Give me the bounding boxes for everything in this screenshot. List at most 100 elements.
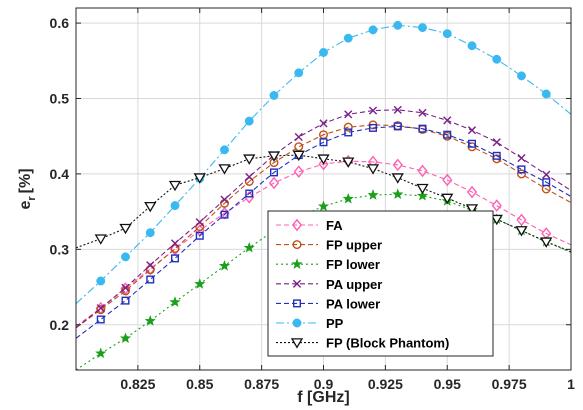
data-point-fp-lower: [392, 188, 404, 200]
x-tick-label: 1: [567, 376, 575, 392]
data-point-fa: [466, 185, 478, 199]
data-point-fa: [442, 173, 453, 187]
data-point-pa-lower: [517, 165, 526, 174]
data-point-fp-block-phantom: [441, 193, 454, 205]
legend-entry-fp-lower: FP lower: [276, 257, 380, 272]
data-point-pp: [220, 145, 229, 155]
data-point-pa-upper: [146, 261, 155, 270]
data-point-pp: [418, 23, 427, 33]
data-point-fp-upper: [96, 305, 106, 315]
data-point-pa-upper: [542, 170, 551, 179]
data-point-pa-lower: [170, 254, 179, 263]
legend-entry-pa-upper: PA upper: [276, 277, 382, 292]
legend-label: FP (Block Phantom): [326, 336, 449, 351]
data-point-fp-lower: [367, 189, 379, 200]
data-point-pp: [269, 91, 279, 100]
data-point-fp-upper: [294, 142, 304, 152]
data-point-fp-upper: [343, 122, 353, 132]
data-point-fp-block-phantom: [243, 154, 256, 165]
data-point-pa-lower: [220, 210, 229, 219]
legend-box: [267, 210, 494, 357]
data-point-fp-lower: [342, 192, 354, 204]
y-axis-label: er [%]: [17, 168, 38, 209]
data-point-pa-upper: [344, 110, 353, 119]
legend-label: PP: [326, 316, 344, 331]
data-point-pp: [492, 54, 502, 64]
legend-marker: [291, 218, 303, 232]
y-tick-label: 0.6: [50, 15, 70, 31]
data-point-pa-upper: [517, 153, 526, 163]
data-point-fp-block-phantom: [490, 214, 503, 226]
data-point-pp: [244, 116, 254, 126]
legend-marker: [291, 258, 303, 269]
data-point-pp: [393, 20, 403, 30]
data-point-fp-block-phantom: [416, 183, 429, 195]
data-point-fp-block-phantom: [119, 223, 132, 235]
data-point-fp-block-phantom: [193, 173, 206, 184]
data-point-pp: [145, 228, 155, 238]
data-point-fp-upper: [517, 169, 527, 179]
x-tick-label: 0.825: [120, 376, 155, 392]
data-point-fp-block-phantom: [515, 226, 528, 237]
legend-entry-pa-lower: PA lower: [276, 296, 380, 311]
data-point-fa: [120, 282, 131, 295]
data-point-pp: [442, 29, 452, 39]
legend-entry-fp-block-phantom: FP (Block Phantom): [276, 336, 449, 351]
data-point-pa-upper: [368, 106, 378, 115]
data-point-fp-lower: [169, 296, 181, 307]
data-point-pa-lower: [319, 138, 328, 147]
data-point-fa: [318, 157, 329, 171]
data-point-fp-block-phantom: [391, 173, 404, 184]
data-point-pa-lower: [96, 315, 105, 324]
data-point-pa-lower: [245, 189, 254, 198]
data-point-fp-block-phantom: [94, 234, 107, 245]
data-point-pa-upper: [393, 105, 402, 114]
legend-label: PA upper: [326, 277, 382, 292]
data-point-pa-upper: [170, 239, 180, 248]
data-point-pp: [170, 201, 180, 211]
y-tick-label: 0.4: [50, 166, 70, 182]
data-point-pa-lower: [369, 123, 378, 132]
y-tick-label: 0.3: [50, 241, 70, 257]
legend-entry-pp: PP: [276, 316, 344, 331]
data-point-pp: [121, 252, 130, 262]
x-tick-label: 0.975: [492, 376, 527, 392]
data-point-pa-lower: [492, 151, 501, 160]
data-point-pa-upper: [443, 116, 452, 125]
series-layer: [76, 20, 571, 370]
legend-marker: [293, 299, 302, 308]
legend-label: PA lower: [326, 296, 380, 311]
data-point-pp: [294, 68, 304, 78]
data-point-pa-lower: [542, 178, 551, 187]
data-point-fp-lower: [194, 278, 206, 289]
data-point-pa-upper: [294, 132, 303, 142]
data-point-fp-lower: [119, 332, 132, 344]
data-point-fp-block-phantom: [342, 157, 355, 168]
legend-marker: [292, 318, 302, 328]
data-point-fp-block-phantom: [292, 150, 305, 162]
data-point-pa-upper: [418, 108, 427, 117]
data-point-fp-lower: [95, 347, 107, 359]
data-point-pp: [96, 276, 106, 286]
data-point-fa: [392, 158, 403, 172]
data-point-fp-lower: [218, 260, 231, 271]
legend-marker: [292, 279, 302, 288]
data-point-fa: [268, 176, 280, 190]
data-point-pa-upper: [467, 126, 477, 135]
data-point-pa-upper: [319, 119, 328, 128]
data-point-pa-upper: [245, 172, 254, 182]
data-point-pa-lower: [418, 124, 427, 133]
data-point-fp-block-phantom: [540, 237, 553, 248]
data-point-fp-block-phantom: [465, 204, 479, 215]
data-point-fp-lower: [416, 189, 429, 201]
data-point-pp: [319, 48, 328, 57]
legend-entry-fp-upper: FP upper: [276, 238, 382, 253]
data-point-pa-upper: [96, 304, 105, 313]
data-point-pa-upper: [195, 218, 204, 227]
data-point-pp: [343, 33, 353, 43]
data-point-fp-block-phantom: [144, 201, 157, 213]
data-point-fp-lower: [317, 200, 330, 212]
data-point-fp-block-phantom: [267, 151, 281, 162]
series-fp-block-phantom: [76, 150, 571, 253]
